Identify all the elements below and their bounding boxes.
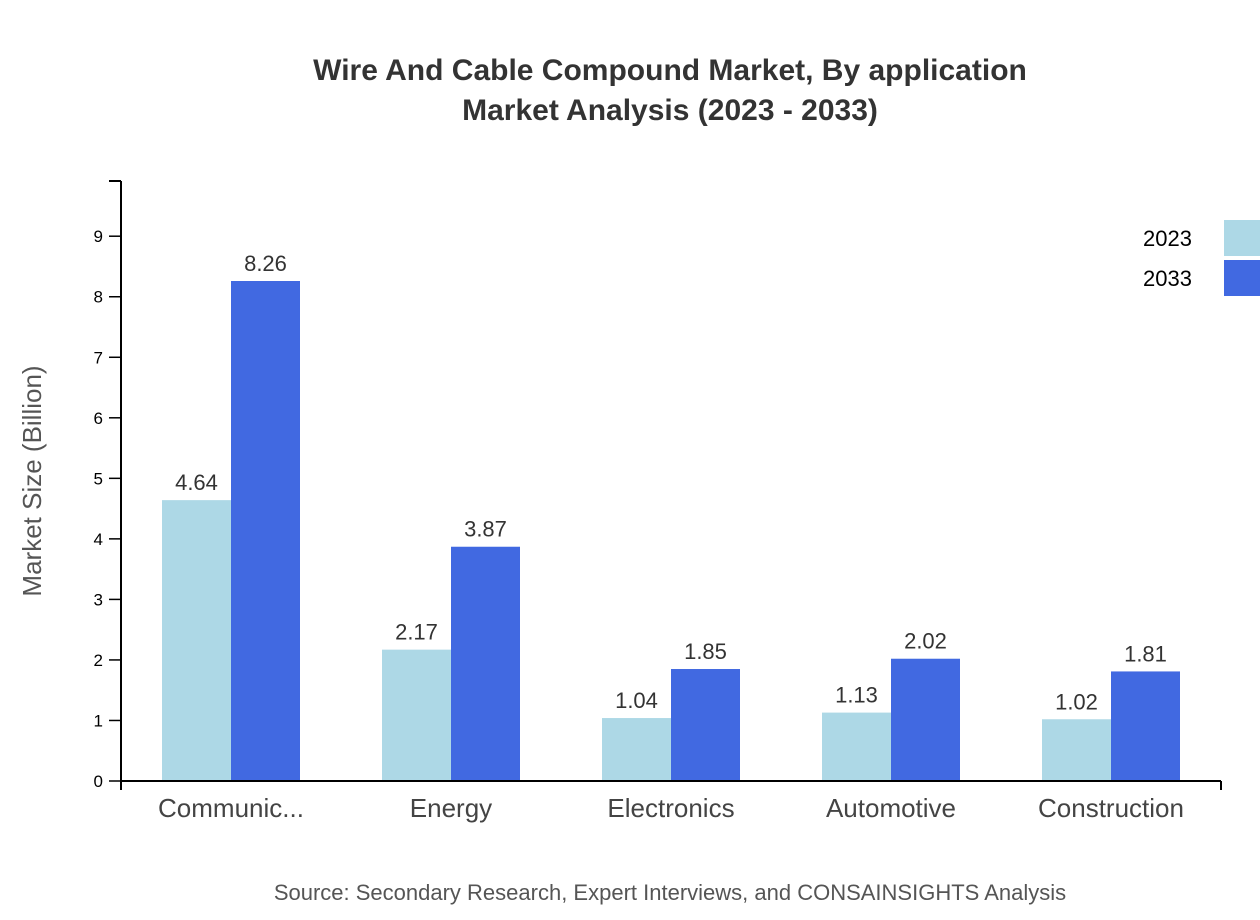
y-tick-label: 0 (94, 772, 103, 791)
bar-2033-2 (671, 669, 740, 781)
data-label: 8.26 (244, 251, 287, 276)
data-label: 1.13 (835, 683, 878, 708)
y-tick-label: 2 (94, 651, 103, 670)
x-tick-label: Energy (410, 793, 492, 823)
y-tick-label: 7 (94, 348, 103, 367)
data-label: 1.85 (684, 639, 727, 664)
x-tick-label: Automotive (826, 793, 956, 823)
y-tick-label: 9 (94, 227, 103, 246)
legend-label: 2023 (1143, 226, 1192, 251)
bar-2033-1 (451, 546, 520, 781)
data-label: 1.02 (1055, 689, 1098, 714)
y-tick-label: 4 (94, 530, 103, 549)
bar-2023-0 (162, 500, 231, 781)
y-tick-label: 6 (94, 409, 103, 428)
y-tick-label: 1 (94, 711, 103, 730)
bar-2033-3 (891, 658, 960, 781)
y-tick-label: 5 (94, 469, 103, 488)
y-axis-label: Market Size (Billion) (17, 365, 47, 596)
bar-2023-3 (822, 712, 891, 781)
bar-2023-1 (382, 649, 451, 781)
data-label: 4.64 (175, 470, 218, 495)
chart-title-line2: Market Analysis (2023 - 2033) (462, 94, 878, 127)
data-label: 2.02 (904, 629, 947, 654)
bar-2033-4 (1111, 671, 1180, 781)
x-tick-label: Construction (1038, 793, 1184, 823)
bar-2023-2 (602, 718, 671, 781)
data-label: 2.17 (395, 620, 438, 645)
x-tick-label: Electronics (607, 793, 734, 823)
data-label: 1.04 (615, 688, 658, 713)
x-tick-label: Communic... (158, 793, 304, 823)
source-note: Source: Secondary Research, Expert Inter… (274, 880, 1066, 905)
legend-swatch-2023 (1224, 220, 1260, 256)
data-label: 1.81 (1124, 641, 1167, 666)
chart-title-line1: Wire And Cable Compound Market, By appli… (313, 54, 1027, 87)
bar-2033-0 (231, 281, 300, 781)
data-label: 3.87 (464, 517, 507, 542)
y-tick-label: 8 (94, 288, 103, 307)
legend-label: 2033 (1143, 266, 1192, 291)
bar-2023-4 (1042, 719, 1111, 781)
y-tick-label: 3 (94, 590, 103, 609)
legend-swatch-2033 (1224, 260, 1260, 296)
